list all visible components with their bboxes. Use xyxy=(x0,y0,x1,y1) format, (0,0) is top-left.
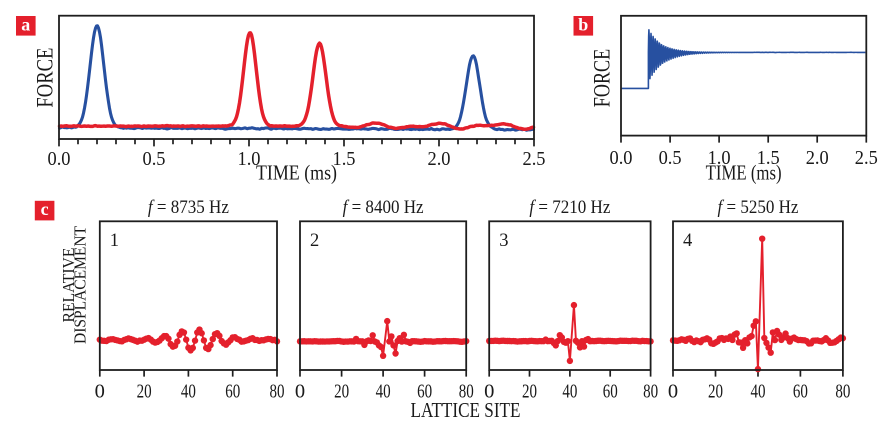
svg-text:FORCE: FORCE xyxy=(589,49,615,108)
svg-text:TIME (ms): TIME (ms) xyxy=(706,160,782,184)
svg-text:2.5: 2.5 xyxy=(855,147,878,169)
svg-text:4: 4 xyxy=(683,231,692,251)
svg-text:0.5: 0.5 xyxy=(659,147,682,169)
svg-text:a: a xyxy=(21,14,30,34)
svg-text:80: 80 xyxy=(270,381,285,403)
svg-text:f = 5250 Hz: f = 5250 Hz xyxy=(718,197,799,218)
svg-text:0: 0 xyxy=(295,381,305,403)
svg-text:80: 80 xyxy=(643,381,658,403)
svg-text:40: 40 xyxy=(376,381,391,403)
svg-text:0: 0 xyxy=(484,381,494,403)
svg-text:40: 40 xyxy=(562,381,577,403)
svg-text:0.0: 0.0 xyxy=(48,148,71,170)
svg-text:f = 8400 Hz: f = 8400 Hz xyxy=(343,197,424,218)
svg-text:f = 7210 Hz: f = 7210 Hz xyxy=(529,197,610,218)
svg-text:80: 80 xyxy=(459,381,474,403)
svg-text:3: 3 xyxy=(499,231,508,251)
svg-text:RELATIVE: RELATIVE xyxy=(59,248,78,323)
svg-text:2.0: 2.0 xyxy=(428,148,451,170)
svg-text:2: 2 xyxy=(310,231,319,251)
svg-text:0.5: 0.5 xyxy=(143,148,166,170)
svg-text:80: 80 xyxy=(835,381,850,403)
svg-text:20: 20 xyxy=(522,381,537,403)
svg-text:1.5: 1.5 xyxy=(757,147,780,169)
svg-text:60: 60 xyxy=(225,381,240,403)
svg-text:b: b xyxy=(578,14,588,34)
svg-text:1.0: 1.0 xyxy=(708,147,731,169)
svg-text:1.5: 1.5 xyxy=(333,148,356,170)
svg-text:20: 20 xyxy=(708,381,723,403)
svg-text:60: 60 xyxy=(793,381,808,403)
svg-text:40: 40 xyxy=(751,381,766,403)
svg-text:0: 0 xyxy=(95,381,105,403)
svg-text:40: 40 xyxy=(181,381,196,403)
svg-text:2.0: 2.0 xyxy=(806,147,829,169)
svg-text:DISPLACEMENT: DISPLACEMENT xyxy=(71,226,90,344)
svg-text:0.0: 0.0 xyxy=(610,147,633,169)
svg-text:f = 8735 Hz: f = 8735 Hz xyxy=(148,197,229,218)
svg-text:TIME (ms): TIME (ms) xyxy=(256,161,337,185)
svg-text:LATTICE SITE: LATTICE SITE xyxy=(411,398,521,422)
svg-text:20: 20 xyxy=(137,381,152,403)
svg-text:c: c xyxy=(41,199,49,219)
svg-text:60: 60 xyxy=(417,381,432,403)
svg-text:1: 1 xyxy=(110,231,119,251)
svg-text:20: 20 xyxy=(334,381,349,403)
svg-text:2.5: 2.5 xyxy=(523,148,546,170)
svg-text:60: 60 xyxy=(603,381,618,403)
svg-text:0: 0 xyxy=(668,381,678,403)
svg-text:1.0: 1.0 xyxy=(238,148,261,170)
svg-text:FORCE: FORCE xyxy=(32,48,58,108)
